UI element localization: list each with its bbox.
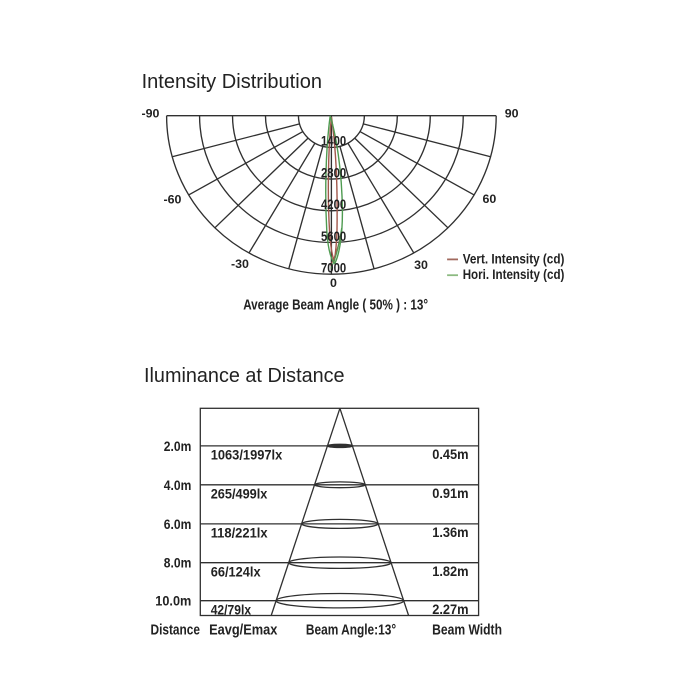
svg-text:30: 30 bbox=[414, 258, 428, 272]
svg-text:2800: 2800 bbox=[321, 165, 346, 180]
svg-text:6.0m: 6.0m bbox=[164, 516, 192, 532]
svg-text:0: 0 bbox=[330, 276, 337, 290]
svg-text:90: 90 bbox=[505, 107, 519, 121]
svg-text:4.0m: 4.0m bbox=[164, 477, 192, 493]
svg-text:265/499lx: 265/499lx bbox=[211, 487, 268, 502]
svg-text:10.0m: 10.0m bbox=[155, 593, 191, 609]
svg-text:66/124lx: 66/124lx bbox=[211, 565, 261, 580]
svg-text:Intensity Distribution: Intensity Distribution bbox=[142, 70, 322, 93]
svg-text:42/79lx: 42/79lx bbox=[211, 603, 252, 618]
svg-text:Distance: Distance bbox=[151, 622, 201, 639]
svg-text:-90: -90 bbox=[142, 107, 160, 121]
svg-text:Hori. Intensity (cd): Hori. Intensity (cd) bbox=[463, 267, 565, 282]
svg-text:Average Beam Angle ( 50% ) : 1: Average Beam Angle ( 50% ) : 13° bbox=[243, 298, 428, 314]
svg-text:-60: -60 bbox=[164, 192, 182, 206]
svg-text:1063/1997lx: 1063/1997lx bbox=[211, 448, 283, 463]
svg-text:0.45m: 0.45m bbox=[432, 447, 468, 462]
svg-text:5600: 5600 bbox=[321, 229, 346, 244]
svg-text:1400: 1400 bbox=[321, 134, 346, 149]
svg-text:Eavg/Emax: Eavg/Emax bbox=[209, 622, 278, 639]
svg-text:Iluminance at Distance: Iluminance at Distance bbox=[144, 364, 345, 387]
svg-text:-30: -30 bbox=[231, 257, 249, 271]
svg-text:Beam Width: Beam Width bbox=[432, 622, 502, 639]
svg-text:4200: 4200 bbox=[321, 197, 346, 212]
svg-text:Vert. Intensity (cd): Vert. Intensity (cd) bbox=[463, 251, 565, 266]
svg-text:Beam Angle:13°: Beam Angle:13° bbox=[306, 622, 396, 639]
svg-text:1.82m: 1.82m bbox=[432, 564, 468, 579]
svg-text:0.91m: 0.91m bbox=[432, 486, 468, 501]
svg-text:7000: 7000 bbox=[321, 261, 346, 276]
svg-text:2.0m: 2.0m bbox=[164, 438, 192, 454]
svg-text:2.27m: 2.27m bbox=[432, 602, 468, 617]
svg-text:60: 60 bbox=[483, 192, 497, 206]
svg-text:1.36m: 1.36m bbox=[432, 525, 468, 540]
svg-text:8.0m: 8.0m bbox=[164, 555, 192, 571]
svg-text:118/221lx: 118/221lx bbox=[211, 526, 268, 541]
